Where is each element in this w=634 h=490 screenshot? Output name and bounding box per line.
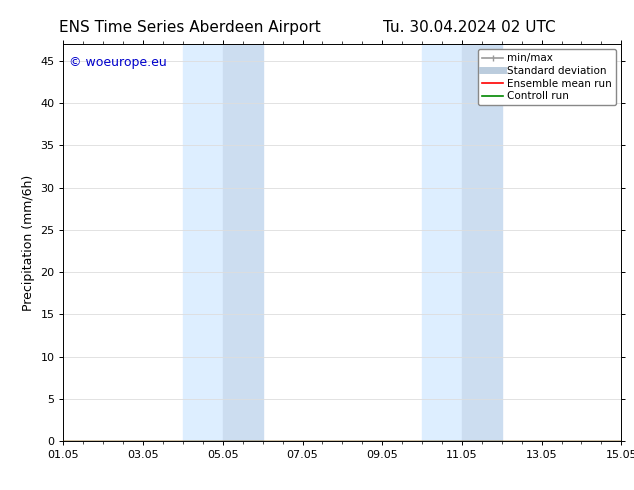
Bar: [422, 44, 462, 441]
Bar: [462, 44, 501, 441]
Legend: min/max, Standard deviation, Ensemble mean run, Controll run: min/max, Standard deviation, Ensemble me…: [478, 49, 616, 105]
Text: ENS Time Series Aberdeen Airport: ENS Time Series Aberdeen Airport: [60, 20, 321, 35]
Y-axis label: Precipitation (mm/6h): Precipitation (mm/6h): [22, 174, 35, 311]
Bar: [223, 44, 262, 441]
Bar: [183, 44, 223, 441]
Text: © woeurope.eu: © woeurope.eu: [69, 56, 167, 69]
Text: Tu. 30.04.2024 02 UTC: Tu. 30.04.2024 02 UTC: [383, 20, 555, 35]
